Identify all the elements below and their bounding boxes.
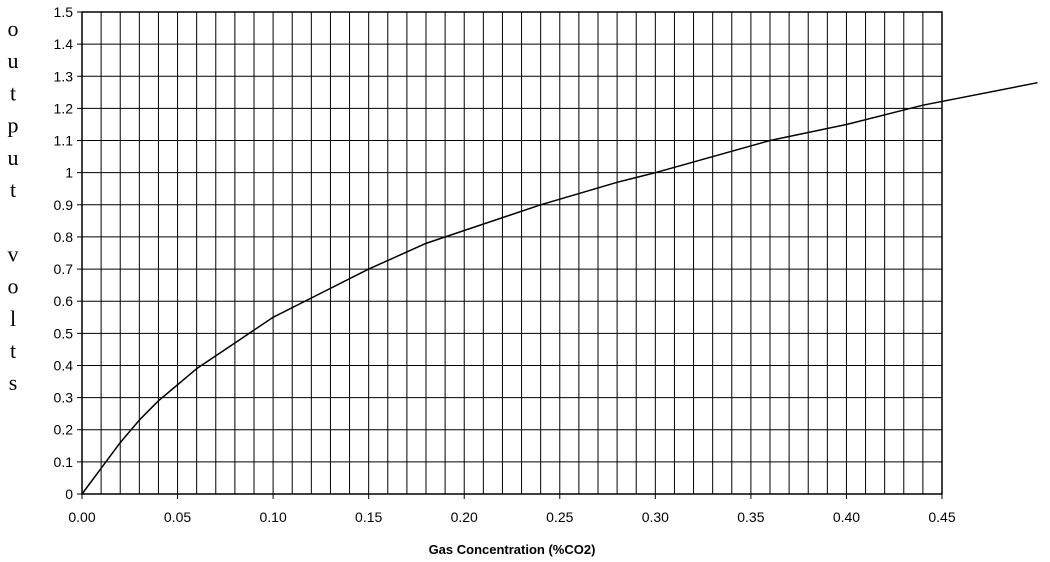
x-axis-ticks: 0.00 0.05 0.10 0.15 0.20 0.25 0.30 0.35 0.40 0.45: [68, 494, 956, 525]
y-tick-label: 1.5: [54, 4, 74, 20]
y-axis-label-letter: v: [8, 241, 19, 266]
x-tick-label: 0.15: [355, 509, 382, 525]
x-tick-label: 0.05: [164, 509, 191, 525]
y-tick-label: 0.2: [54, 422, 74, 438]
y-axis-label-letter: u: [8, 48, 19, 73]
y-tick-label: 1.4: [54, 36, 74, 52]
y-tick-label: 0.7: [54, 261, 74, 277]
x-axis-label: Gas Concentration (%CO2): [429, 542, 596, 557]
y-tick-label: 0.8: [54, 229, 74, 245]
x-tick-label: 0.35: [737, 509, 764, 525]
y-axis-label-letter: l: [10, 306, 16, 331]
x-tick-label: 0.45: [928, 509, 955, 525]
y-tick-label: 0.9: [54, 197, 74, 213]
x-tick-label: 0.00: [68, 509, 95, 525]
x-tick-label: 0.10: [259, 509, 286, 525]
y-tick-label: 1.2: [54, 100, 74, 116]
x-tick-label: 0.40: [833, 509, 860, 525]
y-axis-ticks: 0 0.1 0.2 0.3 0.4 0.5 0.6 0.7 0.8 0.9 1 1.1 1.2 1.3 1.…: [54, 4, 82, 502]
y-axis-label-letter: t: [10, 177, 16, 202]
output-voltage-line: [81, 81, 1038, 495]
y-axis-label-letter: p: [8, 113, 19, 138]
x-tick-label: 0.25: [546, 509, 573, 525]
y-tick-label: 0.4: [54, 357, 74, 373]
y-axis-label-letter: s: [9, 370, 18, 395]
plot-area-frame: [81, 11, 943, 495]
y-axis-label-letter: t: [10, 338, 16, 363]
y-axis-label-letter: o: [8, 16, 19, 41]
y-tick-label: 0.6: [54, 293, 74, 309]
y-tick-label: 0: [65, 486, 73, 502]
y-tick-label: 0.3: [54, 390, 74, 406]
y-axis-label-letter: u: [8, 145, 19, 170]
y-axis-label-letter: o: [8, 274, 19, 299]
y-tick-label: 0.1: [54, 454, 74, 470]
grid-lines: [82, 12, 942, 494]
x-tick-label: 0.20: [451, 509, 478, 525]
y-tick-label: 1.3: [54, 68, 74, 84]
x-tick-label: 0.30: [642, 509, 669, 525]
series-layer: [81, 81, 1038, 495]
y-axis-label-letter: t: [10, 80, 16, 105]
y-tick-label: 0.5: [54, 325, 74, 341]
y-tick-label: 1: [65, 165, 73, 181]
y-tick-label: 1.1: [54, 133, 74, 149]
